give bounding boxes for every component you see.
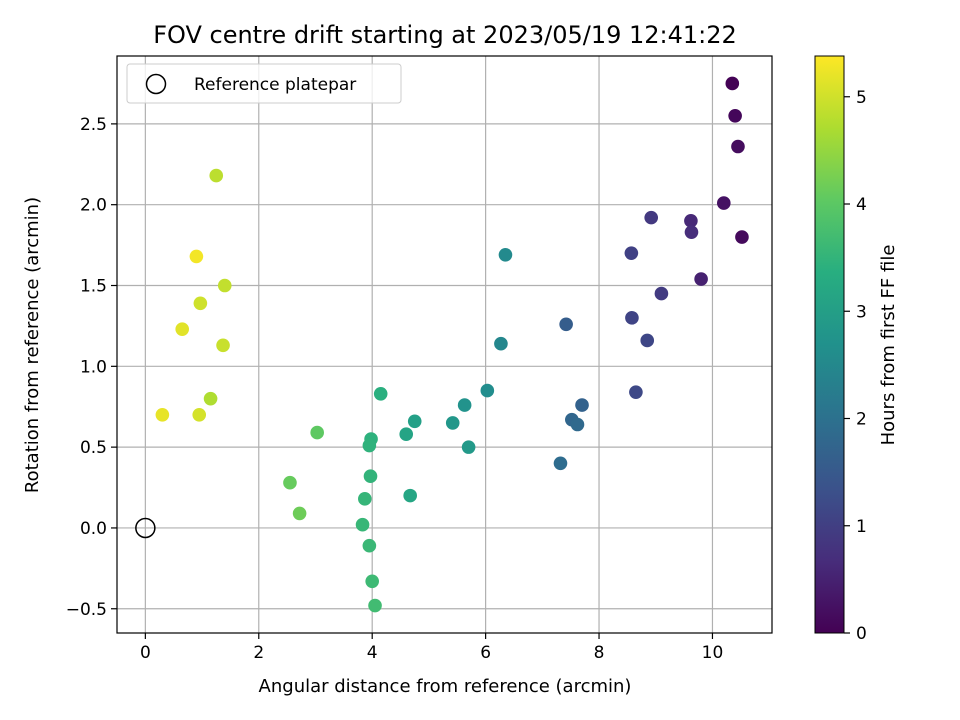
chart-title: FOV centre drift starting at 2023/05/19 …	[153, 21, 737, 49]
y-axis-label: Rotation from reference (arcmin)	[22, 197, 43, 493]
data-point	[624, 246, 639, 260]
data-point	[283, 475, 297, 490]
data-point	[445, 416, 460, 430]
y-tick-label: 0.0	[80, 519, 107, 539]
data-point	[363, 469, 378, 484]
data-point	[362, 438, 377, 453]
data-point	[725, 76, 740, 91]
data-point	[629, 385, 643, 399]
data-point	[155, 408, 170, 422]
colorbar-tick-label: 4	[856, 195, 867, 215]
data-point	[559, 317, 573, 332]
x-axis-label: Angular distance from reference (arcmin)	[259, 676, 632, 697]
grid-lines	[117, 56, 772, 633]
data-point	[644, 210, 659, 225]
x-tick-label: 2	[253, 643, 264, 663]
data-point	[192, 408, 207, 422]
data-point	[735, 230, 749, 244]
data-point	[625, 311, 639, 325]
colorbar: 0 1 2 3 4 5 Hours from first FF file	[814, 55, 899, 644]
colorbar-tick-label: 5	[856, 88, 867, 108]
legend: Reference platepar	[126, 63, 402, 104]
scatter-points	[135, 76, 749, 613]
y-axis-ticks: −0.5 0.0 0.5 1.0 1.5 2.0 2.5	[66, 115, 117, 620]
colorbar-tick-label: 1	[856, 517, 867, 537]
y-tick-label: 1.0	[80, 357, 107, 377]
reference-platepar-point	[135, 517, 156, 539]
legend-entry-reference-platepar: Reference platepar	[194, 75, 356, 95]
data-point	[498, 247, 513, 262]
data-point	[457, 398, 472, 412]
colorbar-tick-label: 2	[856, 410, 867, 430]
data-point	[209, 168, 224, 183]
colorbar-ticks: 0 1 2 3 4 5	[844, 88, 867, 644]
plot-frame	[116, 55, 773, 634]
data-point	[355, 517, 370, 532]
data-point	[189, 249, 204, 264]
data-point	[461, 440, 476, 454]
x-tick-label: 10	[702, 643, 724, 663]
x-tick-label: 6	[480, 643, 491, 663]
colorbar-tick-label: 3	[856, 302, 867, 322]
data-point	[494, 336, 508, 351]
data-point	[175, 322, 190, 336]
x-tick-label: 0	[140, 643, 151, 663]
y-tick-label: 1.5	[80, 277, 107, 297]
data-point	[575, 398, 589, 412]
y-tick-label: 2.0	[80, 196, 107, 216]
data-point	[193, 296, 208, 311]
data-point	[365, 574, 379, 589]
data-point	[684, 214, 698, 228]
data-point	[216, 338, 230, 353]
y-tick-label: −0.5	[66, 600, 107, 620]
colorbar-label: Hours from first FF file	[878, 245, 899, 446]
data-point	[716, 196, 731, 210]
x-tick-label: 4	[367, 643, 378, 663]
y-tick-label: 0.5	[80, 438, 107, 458]
data-point	[368, 598, 382, 613]
data-point	[373, 386, 388, 401]
data-point	[217, 278, 232, 293]
data-point	[694, 272, 708, 286]
x-tick-label: 8	[594, 643, 605, 663]
data-point	[640, 333, 655, 348]
data-point	[407, 414, 422, 429]
data-point	[292, 506, 307, 521]
data-point	[553, 456, 568, 471]
data-point	[731, 139, 745, 154]
data-point	[570, 417, 585, 432]
legend-box	[126, 63, 402, 104]
colorbar-tick-label: 0	[856, 624, 867, 644]
data-point	[654, 286, 669, 301]
data-point	[358, 492, 372, 506]
data-point	[203, 391, 218, 406]
colorbar-gradient	[814, 55, 845, 634]
data-point	[362, 538, 377, 553]
data-point	[310, 425, 324, 440]
y-tick-label: 2.5	[80, 115, 107, 135]
legend-marker-circle-icon	[145, 73, 167, 95]
data-point	[480, 383, 495, 398]
data-point	[403, 488, 417, 503]
data-point	[684, 225, 699, 239]
data-point	[728, 109, 742, 123]
data-point	[399, 427, 414, 442]
x-axis-ticks: 0 2 4 6 8 10	[140, 633, 723, 663]
